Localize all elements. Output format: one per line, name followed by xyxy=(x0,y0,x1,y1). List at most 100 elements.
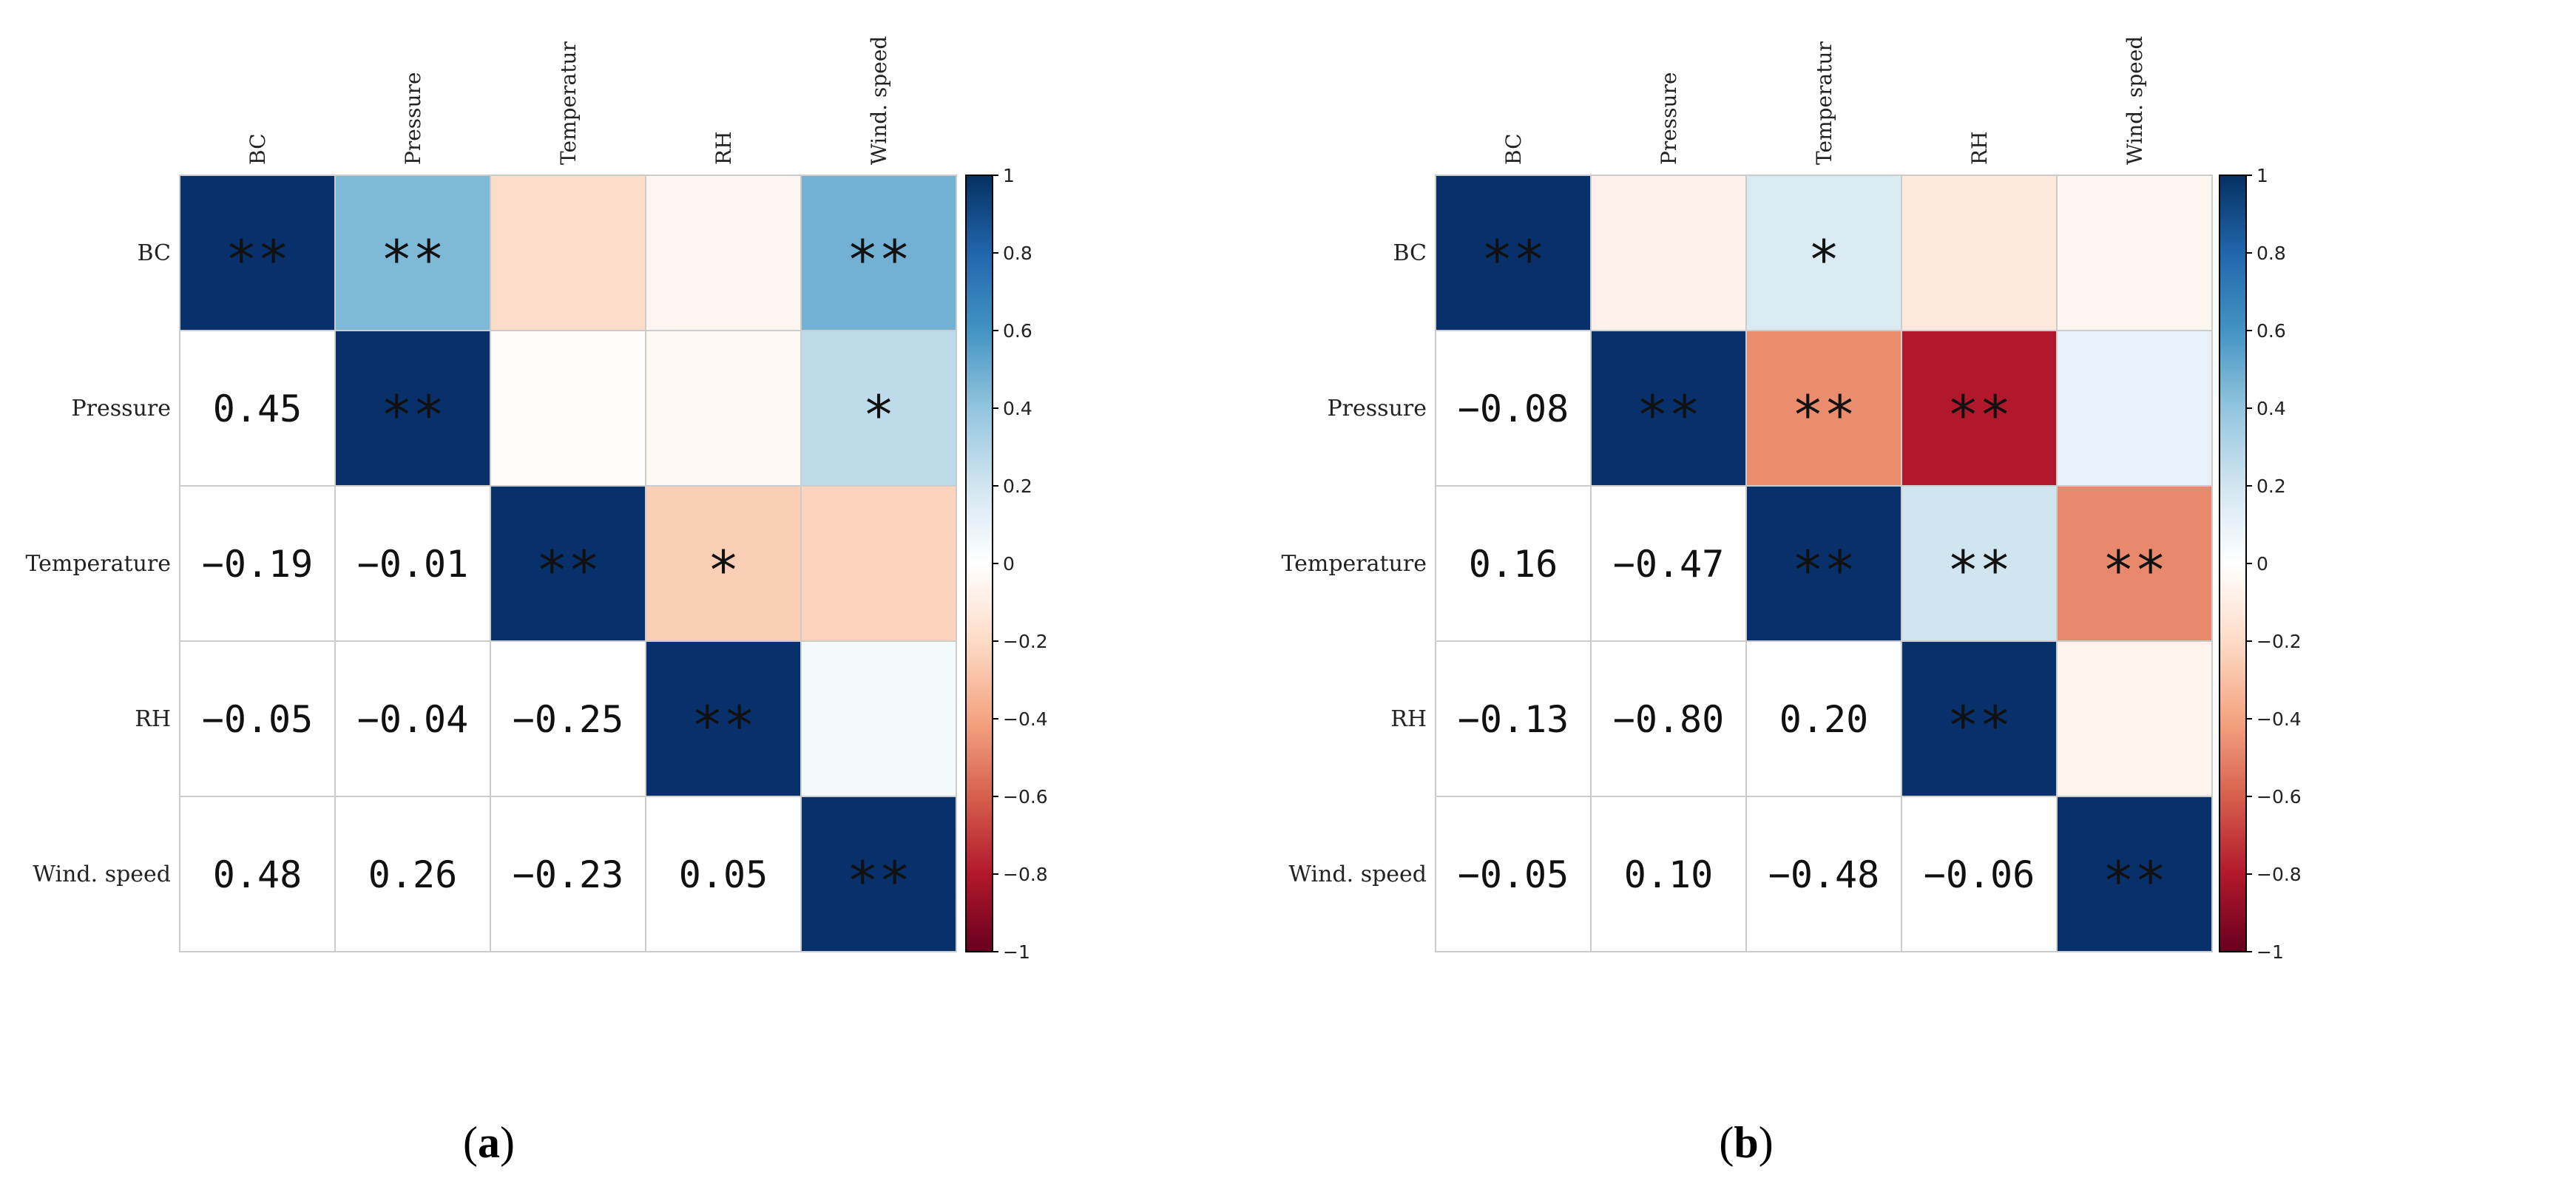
significance-marker: ** xyxy=(1792,539,1856,601)
significance-marker: ** xyxy=(1792,384,1856,446)
heatmap-cell xyxy=(2056,640,2213,797)
heatmap-cell xyxy=(645,640,802,797)
heatmap-cell xyxy=(1901,175,2058,331)
colorbar-tick-label: 1 xyxy=(2256,165,2268,186)
caption-paren-open: ( xyxy=(1719,1118,1734,1167)
heatmap-cell xyxy=(800,175,957,331)
heatmap-cell xyxy=(2056,330,2213,487)
heatmap-cell xyxy=(645,330,802,487)
colorbar-tick-label: 0.2 xyxy=(2256,475,2286,497)
correlation-value: 0.20 xyxy=(1779,698,1868,741)
heatmap-cell xyxy=(1590,175,1747,331)
row-label: Wind. speed xyxy=(1288,862,1427,887)
colorbar-tick-label: 0.8 xyxy=(1003,243,1032,264)
colorbar-tick-label: −1 xyxy=(2256,941,2284,963)
heatmap-cell xyxy=(1590,330,1747,487)
correlation-value: 0.45 xyxy=(213,387,302,430)
heatmap-cell xyxy=(179,175,336,331)
row-label: Wind. speed xyxy=(33,862,171,887)
column-label: Temperatur xyxy=(1812,41,1836,165)
heatmap-panel-a: ** ** **0.45 ** *−0.19 −0.01 ** *−0.05 −0.04 −0.2… xyxy=(25,36,1047,1167)
column-label: BC xyxy=(246,133,270,165)
heatmap-cell xyxy=(334,796,491,952)
heatmap-cell xyxy=(645,485,802,642)
correlation-value: −0.47 xyxy=(1613,543,1725,586)
significance-marker: ** xyxy=(226,229,290,291)
significance-marker: ** xyxy=(847,229,911,291)
heatmap-cell xyxy=(2056,796,2213,952)
colorbar-tick-label: 0.4 xyxy=(1003,398,1032,419)
heatmap-cell xyxy=(179,796,336,952)
caption-paren-close: ) xyxy=(1759,1118,1774,1167)
significance-marker: ** xyxy=(692,694,756,756)
panel-caption: (b) xyxy=(1719,1118,1773,1167)
heatmap-cell xyxy=(490,330,646,487)
heatmap-cell xyxy=(1435,640,1592,797)
row-label: BC xyxy=(1393,240,1427,266)
row-label: BC xyxy=(137,240,171,266)
column-label: Pressure xyxy=(401,72,425,165)
heatmap-cell xyxy=(1745,175,1902,331)
caption-paren-close: ) xyxy=(500,1118,515,1167)
heatmap-cell xyxy=(1435,175,1592,331)
correlation-value: −0.48 xyxy=(1768,853,1880,896)
colorbar-tick-label: −0.6 xyxy=(2256,786,2302,808)
heatmap-cell xyxy=(1590,796,1747,952)
significance-marker: ** xyxy=(381,229,445,291)
column-label: RH xyxy=(1967,132,1992,166)
significance-marker: ** xyxy=(2103,539,2167,601)
row-label: Pressure xyxy=(72,396,172,422)
correlation-value: 0.10 xyxy=(1624,853,1713,896)
colorbar-tick-label: −0.8 xyxy=(2256,864,2302,885)
row-label: Pressure xyxy=(1328,396,1427,422)
correlation-value: 0.26 xyxy=(368,853,457,896)
heatmap-cell xyxy=(800,485,957,642)
correlation-value: 0.48 xyxy=(213,853,302,896)
colorbar-tick-label: 0.6 xyxy=(2256,320,2286,342)
heatmap-cell xyxy=(800,330,957,487)
heatmap-cell xyxy=(334,640,491,797)
significance-marker: * xyxy=(862,384,894,446)
caption-letter: a xyxy=(478,1118,500,1167)
correlation-value: −0.80 xyxy=(1613,698,1725,741)
heatmap-cell xyxy=(2056,175,2213,331)
colorbar-tick-label: −0.4 xyxy=(2256,708,2302,730)
heatmap-cell xyxy=(1435,796,1592,952)
row-label: Temperature xyxy=(1281,551,1427,577)
caption-letter: b xyxy=(1734,1118,1758,1167)
row-label: RH xyxy=(135,706,171,732)
panel-caption: (a) xyxy=(463,1118,515,1167)
column-label: RH xyxy=(711,132,736,166)
significance-marker: ** xyxy=(536,539,601,601)
heatmap-cell xyxy=(645,175,802,331)
significance-marker: ** xyxy=(1481,229,1546,291)
correlation-value: −0.19 xyxy=(202,543,314,586)
heatmap-cell xyxy=(1590,485,1747,642)
colorbar-tick-label: −0.2 xyxy=(1003,631,1048,652)
colorbar-tick-label: −0.8 xyxy=(1003,864,1048,885)
correlation-value: 0.05 xyxy=(679,853,768,896)
correlation-value: −0.04 xyxy=(357,698,469,741)
correlation-value: 0.16 xyxy=(1469,543,1558,586)
column-label: Wind. speed xyxy=(2123,36,2147,165)
correlation-value: −0.13 xyxy=(1458,698,1569,741)
colorbar-tick-label: 0.2 xyxy=(1003,475,1032,497)
correlation-value: −0.23 xyxy=(513,853,624,896)
heatmap-cell xyxy=(490,796,646,952)
colorbar-tick-label: −1 xyxy=(1003,941,1030,963)
colorbar-tick-label: 0.6 xyxy=(1003,320,1032,342)
colorbar-tick-label: −0.2 xyxy=(2256,631,2302,652)
heatmap-cell xyxy=(490,175,646,331)
significance-marker: ** xyxy=(2103,850,2167,912)
colorbar xyxy=(965,175,993,952)
significance-marker: ** xyxy=(1947,539,2012,601)
significance-marker: * xyxy=(1808,229,1839,291)
correlation-value: −0.06 xyxy=(1924,853,2035,896)
correlation-value: −0.25 xyxy=(513,698,624,741)
heatmap-panel-b: ** *−0.08 ** ** **0.16 −0.47 ** ** **−0.13 −0.80 0… xyxy=(1281,36,2301,1167)
column-label: BC xyxy=(1501,133,1526,165)
correlation-value: −0.05 xyxy=(202,698,314,741)
column-label: Pressure xyxy=(1657,72,1681,165)
significance-marker: ** xyxy=(1947,384,2012,446)
correlation-value: −0.08 xyxy=(1458,387,1569,430)
